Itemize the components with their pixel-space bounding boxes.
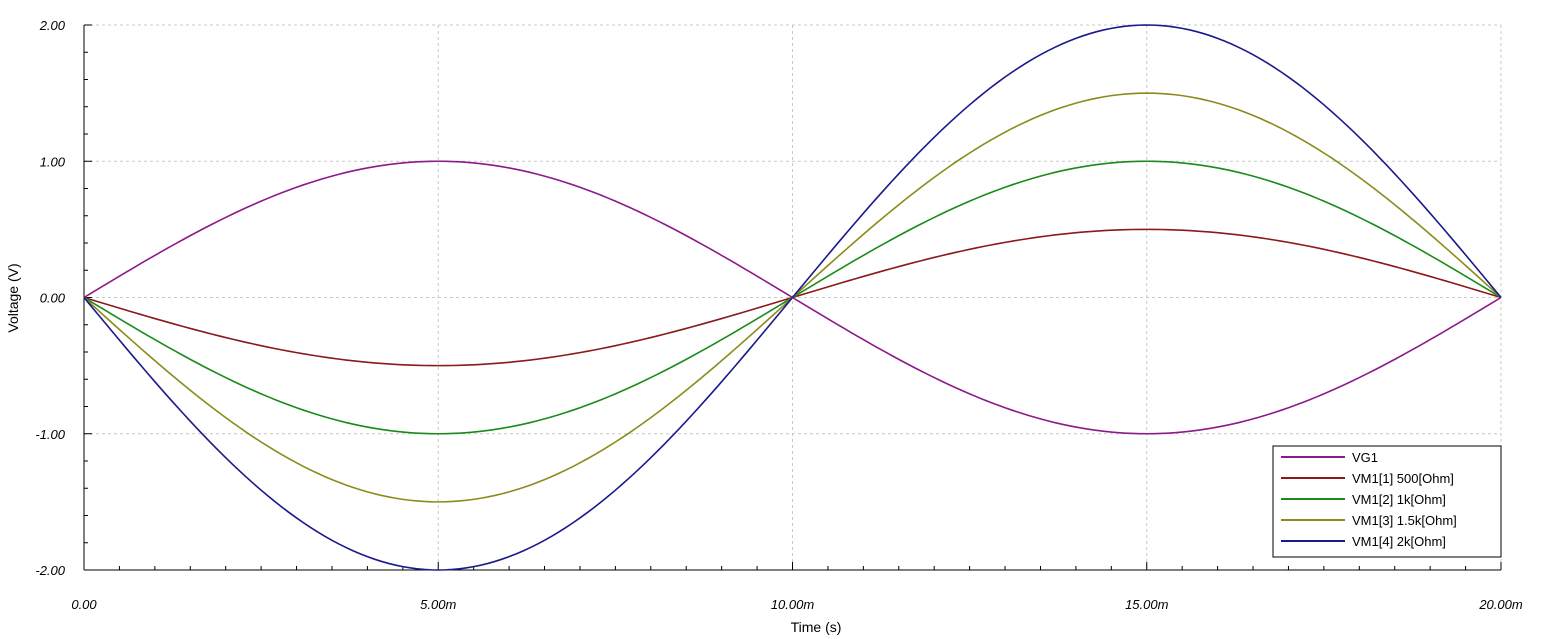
y-axis-title: Voltage (V) bbox=[5, 263, 21, 332]
x-ticks: 0.00 5.00m 10.00m 15.00m 20.00m bbox=[71, 597, 1523, 612]
y-tick-label: -2.00 bbox=[35, 563, 65, 578]
y-ticks: 2.00 1.00 0.00 -1.00 -2.00 bbox=[35, 18, 65, 578]
x-tick-label: 5.00m bbox=[420, 597, 456, 612]
legend-label: VM1[2] 1k[Ohm] bbox=[1352, 492, 1446, 507]
legend-label: VG1 bbox=[1352, 450, 1378, 465]
y-tick-label: 2.00 bbox=[39, 18, 66, 33]
legend-label: VM1[1] 500[Ohm] bbox=[1352, 471, 1454, 486]
series-line bbox=[83, 24, 1502, 571]
x-tick-label: 20.00m bbox=[1478, 597, 1523, 612]
y-tick-label: 0.00 bbox=[40, 291, 66, 306]
legend-label: VM1[4] 2k[Ohm] bbox=[1352, 534, 1446, 549]
x-tick-label: 10.00m bbox=[771, 597, 815, 612]
y-tick-label: -1.00 bbox=[35, 427, 65, 442]
series-lines bbox=[83, 24, 1502, 571]
x-axis-title: Time (s) bbox=[791, 619, 842, 635]
legend-label: VM1[3] 1.5k[Ohm] bbox=[1352, 513, 1457, 528]
legend: VG1 VM1[1] 500[Ohm] VM1[2] 1k[Ohm] VM1[3] 1… bbox=[1272, 445, 1502, 558]
x-tick-label: 15.00m bbox=[1125, 597, 1169, 612]
legend-box bbox=[1272, 445, 1502, 558]
y-tick-label: 1.00 bbox=[40, 154, 66, 169]
x-tick-label: 0.00 bbox=[71, 597, 97, 612]
